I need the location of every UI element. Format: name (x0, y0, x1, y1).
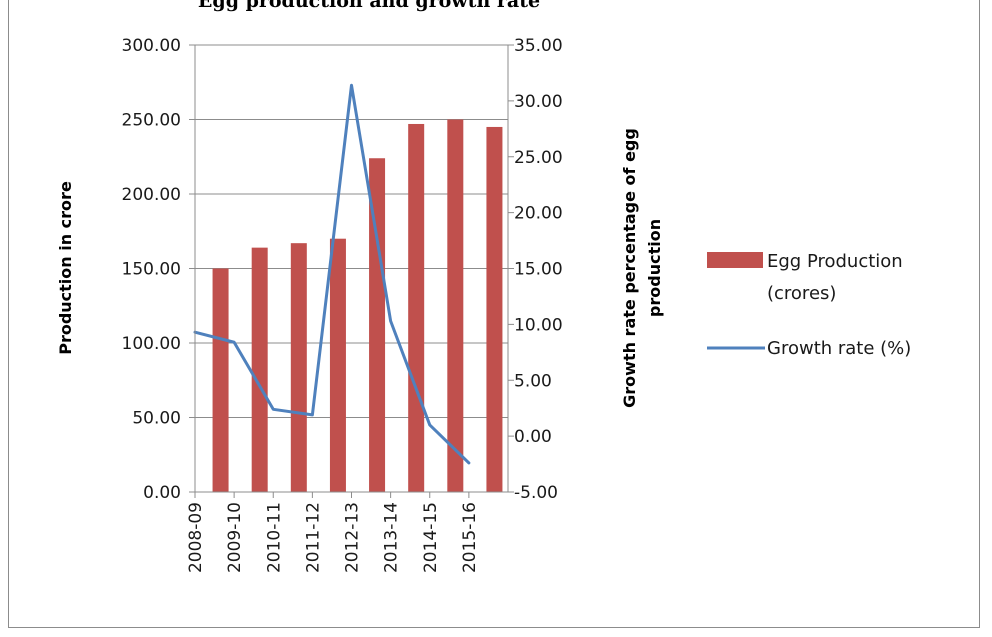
axis-titles: Production in crore Growth rate percentag… (56, 128, 664, 408)
line-series (193, 83, 471, 465)
y-tick-label: 150.00 (122, 260, 181, 280)
y-tick-label: 0.00 (143, 483, 181, 503)
y2-tick-labels: -5.00 0.00 5.00 10.00 15.00 20.00 25.00 30.00 35… (514, 36, 563, 503)
y-tick-label: 200.00 (122, 185, 181, 205)
y-tick-label: 50.00 (132, 409, 181, 429)
bar-2013-14 (408, 123, 425, 492)
y2-tick-label: 5.00 (514, 371, 552, 391)
y2-tick-label: 25.00 (514, 148, 563, 168)
legend-swatch-bar (707, 252, 763, 268)
y2-tick-label: 20.00 (514, 204, 563, 224)
x-tick-label: 2012-13 (343, 502, 363, 573)
legend: Egg Production (crores) Growth rate (%) (707, 251, 911, 359)
y2-tick-label: 10.00 (514, 315, 563, 335)
y-tick-labels: 0.00 50.00 100.00 150.00 200.00 250.00 300.00 (122, 36, 181, 503)
bar-2015-16 (486, 126, 503, 492)
growth-rate-line (193, 83, 471, 465)
y2-tick-label: -5.00 (514, 483, 558, 503)
y2-tick-label: 15.00 (514, 260, 563, 280)
y2-tick-label: 35.00 (514, 36, 563, 56)
bar-2011-12 (329, 238, 346, 492)
bar-series (212, 119, 503, 493)
bar-2010-11 (290, 243, 307, 492)
y2-axis-title: production (645, 219, 664, 317)
axes (189, 44, 514, 498)
bar-2008-09 (212, 268, 229, 492)
x-tick-label: 2009-10 (225, 502, 245, 573)
x-tick-labels: 2008-09 2009-10 2010-11 2011-12 2012-13 2013-… (186, 502, 480, 573)
x-tick-label: 2013-14 (382, 502, 402, 573)
chart-title: Egg production and growth rate (197, 0, 541, 12)
x-tick-label: 2014-15 (421, 502, 441, 573)
y2-tick-label: 30.00 (514, 92, 563, 112)
x-tick-label: 2010-11 (264, 502, 284, 573)
x-tick-label: 2008-09 (186, 502, 206, 573)
bar-2009-10 (251, 247, 268, 492)
y-tick-label: 250.00 (122, 111, 181, 131)
y-tick-label: 100.00 (122, 334, 181, 354)
legend-label-line: Growth rate (%) (767, 338, 911, 359)
y2-axis-title: Growth rate percentage of egg (620, 128, 639, 408)
legend-label-bar: (crores) (767, 283, 836, 304)
legend-label-bar: Egg Production (767, 251, 903, 272)
x-tick-label: 2015-16 (460, 502, 480, 573)
y-tick-label: 300.00 (122, 36, 181, 56)
y2-tick-label: 0.00 (514, 427, 552, 447)
bar-2012-13 (369, 158, 386, 493)
x-tick-label: 2011-12 (303, 502, 323, 573)
bar-2014-15 (447, 119, 464, 492)
y-axis-title: Production in crore (56, 181, 75, 355)
